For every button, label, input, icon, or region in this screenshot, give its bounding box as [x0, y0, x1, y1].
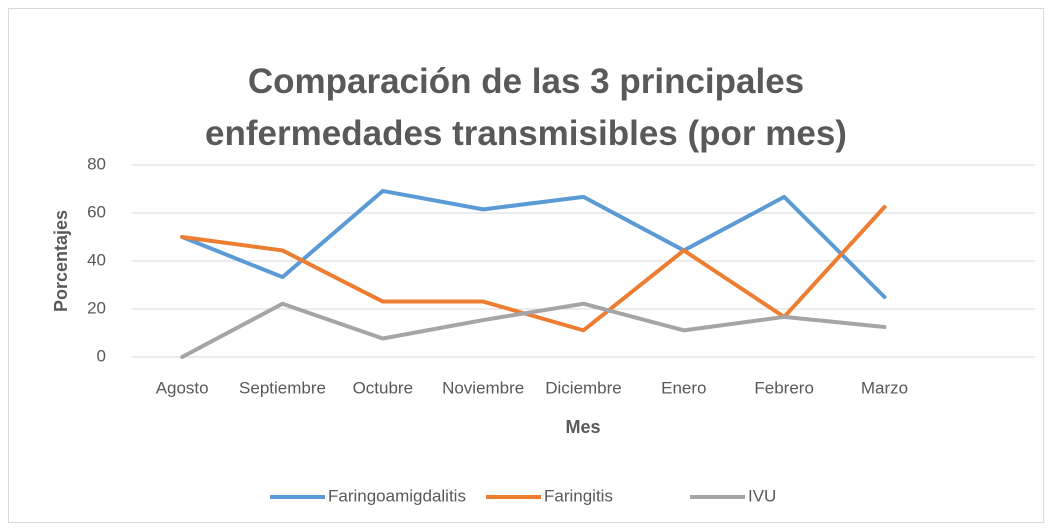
- x-tick-label: Febrero: [754, 378, 814, 397]
- y-tick-label: 20: [87, 298, 106, 317]
- legend-label: Faringitis: [544, 486, 613, 505]
- series-line: [180, 301, 887, 359]
- x-tick-label: Marzo: [861, 378, 908, 397]
- legend-label: Faringoamigdalitis: [328, 486, 466, 505]
- x-tick-label: Septiembre: [239, 378, 326, 397]
- legend-label: IVU: [748, 486, 776, 505]
- y-tick-label: 60: [87, 202, 106, 221]
- chart-border: [8, 8, 1044, 523]
- x-tick-label: Agosto: [156, 378, 209, 397]
- x-tick-label: Enero: [661, 378, 706, 397]
- x-tick-label: Diciembre: [545, 378, 622, 397]
- x-axis-label: Mes: [565, 417, 600, 437]
- x-tick-label: Octubre: [353, 378, 413, 397]
- y-tick-label: 0: [97, 346, 106, 365]
- chart-title: Comparación de las 3 principales enferme…: [205, 62, 847, 153]
- series-line: [180, 188, 887, 299]
- series-line: [180, 205, 887, 333]
- y-axis-label: Porcentajes: [51, 210, 71, 312]
- y-tick-label: 80: [87, 154, 106, 173]
- y-tick-label: 40: [87, 250, 106, 269]
- x-tick-label: Noviembre: [442, 378, 524, 397]
